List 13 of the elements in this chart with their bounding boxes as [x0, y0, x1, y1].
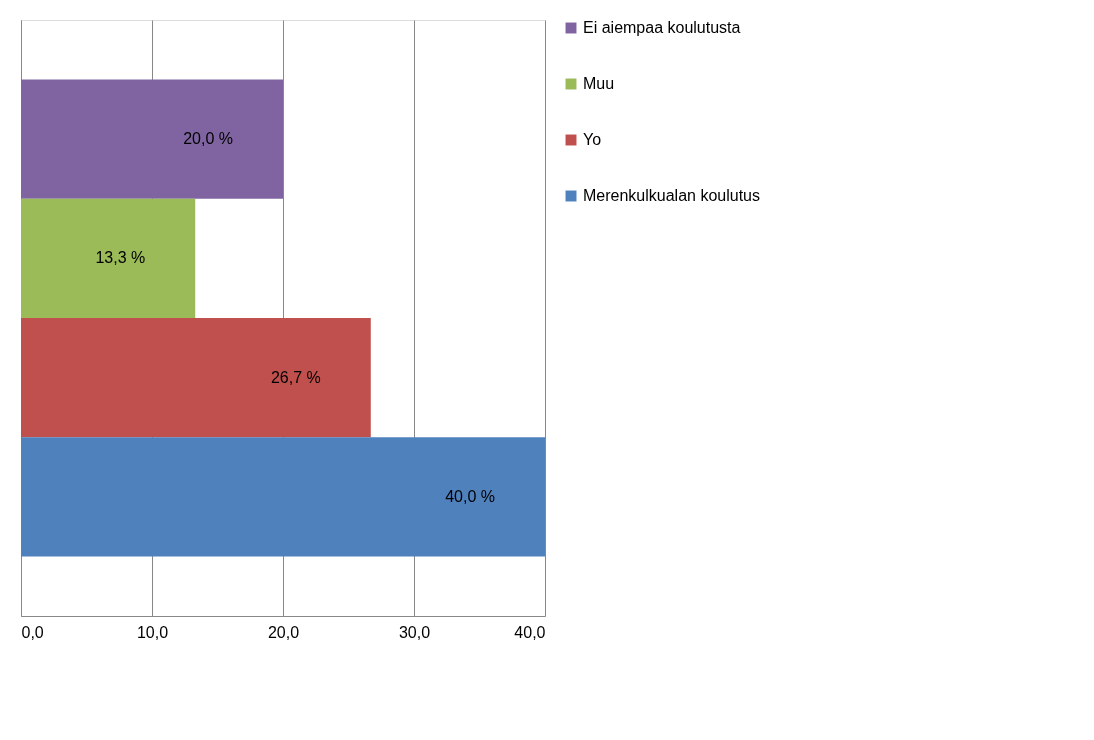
data-label: 26,7 %	[270, 368, 321, 386]
x-tick-label: 0,0	[21, 623, 44, 641]
data-label: 13,3 %	[95, 249, 146, 267]
legend-label: Yo	[583, 131, 602, 148]
legend-label: Ei aiempaa koulutusta	[583, 19, 741, 36]
legend-label: Muu	[583, 75, 615, 92]
x-tick-label: 40,0	[514, 623, 546, 641]
x-tick-label: 20,0	[267, 623, 300, 641]
data-label: 40,0 %	[445, 487, 495, 505]
x-tick-label: 30,0	[398, 623, 431, 641]
data-label: 20,0 %	[183, 130, 233, 148]
x-tick-label: 10,0	[136, 623, 169, 641]
legend-label: Merenkulkualan koulutus	[583, 187, 760, 204]
